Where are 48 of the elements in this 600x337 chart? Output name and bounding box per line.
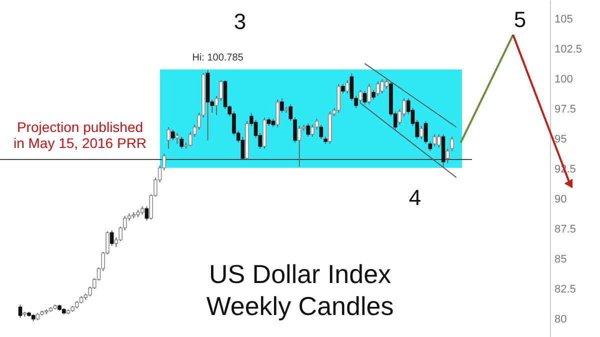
candlestick [372, 89, 376, 100]
candlestick [450, 136, 454, 152]
y-tick-label: 105 [554, 14, 573, 26]
candlestick [319, 124, 324, 140]
y-tick-label: 80 [554, 314, 567, 326]
y-tick-label: 87.5 [554, 224, 576, 236]
y-tick-label: 85 [554, 254, 567, 266]
candlestick [446, 148, 450, 164]
candlestick [110, 230, 114, 246]
y-tick-label: 102.5 [554, 44, 582, 56]
annotation: 3 [234, 9, 246, 34]
candlestick [297, 125, 302, 168]
candlestick [336, 83, 341, 114]
y-tick-label: 97.5 [554, 104, 576, 116]
text: US Dollar Index Weekly Candles [206, 259, 394, 321]
candlestick [314, 118, 319, 130]
candlestick [180, 136, 184, 150]
candlestick [376, 81, 380, 96]
candlestick [310, 124, 314, 138]
candlestick [367, 83, 372, 105]
candlestick [420, 125, 424, 140]
candlestick [345, 80, 350, 94]
candlestick [166, 126, 170, 150]
y-tick-label: 95 [554, 134, 567, 146]
candlestick [288, 104, 293, 122]
y-tick-label: 82.5 [554, 284, 576, 296]
candlestick [170, 129, 175, 141]
candlestick [380, 78, 384, 94]
candlestick [293, 117, 297, 144]
candlestick [18, 304, 22, 318]
candlestick [358, 89, 362, 104]
y-tick-label: 90 [554, 194, 567, 206]
annotation: 5 [514, 7, 526, 32]
annotation: Hi: 100.785 [192, 52, 244, 64]
candlestick [276, 99, 280, 128]
candlestick [428, 141, 432, 152]
candlestick [306, 123, 310, 138]
candlestick [362, 90, 367, 105]
candlestick [240, 136, 245, 160]
y-tick-label: 100 [554, 74, 573, 86]
candlestick [280, 98, 284, 114]
candlestick [424, 120, 428, 144]
candlestick [175, 132, 180, 144]
candlestick [144, 206, 149, 222]
candlestick [341, 83, 345, 94]
annotation: 4 [408, 185, 422, 210]
candlestick [384, 78, 388, 90]
annotation: Projection published in May 15, 2016 PRR [13, 119, 147, 151]
